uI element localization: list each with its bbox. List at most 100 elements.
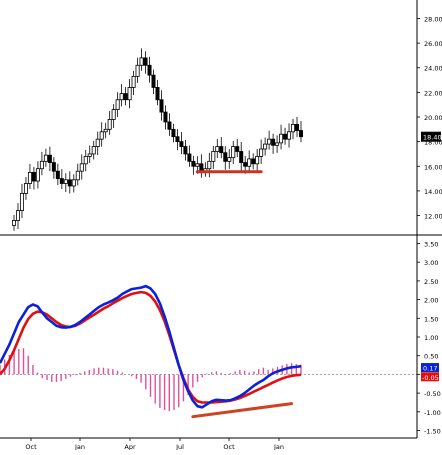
candle-body xyxy=(67,179,72,187)
price-tick-label: 22.00 xyxy=(424,89,442,97)
candle-body xyxy=(223,152,228,162)
candle-body xyxy=(83,156,88,165)
candle-body xyxy=(287,131,292,140)
candle-body xyxy=(151,74,156,88)
candle xyxy=(79,154,84,180)
candle xyxy=(15,203,20,229)
candle xyxy=(291,118,296,140)
macd-tick-label: 2.50 xyxy=(424,278,438,286)
candle xyxy=(259,139,264,164)
x-tick-label: Oct xyxy=(223,443,235,450)
x-tick-label: Apr xyxy=(124,443,136,450)
candle xyxy=(167,113,172,136)
price-tick-label: 28.00 xyxy=(424,15,442,23)
candle-body xyxy=(143,57,148,66)
candle-body xyxy=(155,87,160,101)
x-tick-label: Jan xyxy=(74,443,85,450)
candle-body xyxy=(231,146,236,159)
candle-body xyxy=(147,64,152,76)
candle-body xyxy=(79,163,84,172)
x-axis: Oct Jan Apr Jul Oct Jan xyxy=(25,438,284,451)
candle-body xyxy=(47,154,52,163)
candle xyxy=(155,79,160,106)
candle xyxy=(279,124,284,150)
price-tick-label: 16.00 xyxy=(424,163,442,171)
candle-body xyxy=(123,93,128,101)
candle-body xyxy=(263,143,268,150)
candle xyxy=(127,78,132,109)
candle xyxy=(63,173,68,193)
candle xyxy=(263,137,268,156)
candle-body xyxy=(267,138,272,145)
candle-body xyxy=(103,128,108,133)
candle xyxy=(11,214,16,231)
candle xyxy=(107,110,112,135)
candle-body xyxy=(283,133,288,140)
candle xyxy=(139,48,144,71)
candle-body xyxy=(175,136,180,143)
signal-value-badge-box xyxy=(421,372,439,382)
price-tick-label: 12.00 xyxy=(424,213,442,221)
chart-frame xyxy=(0,0,442,439)
candle xyxy=(51,157,56,179)
candle-body xyxy=(195,163,200,167)
candle-body xyxy=(71,179,76,187)
macd-value-badge-box xyxy=(421,363,439,373)
candle xyxy=(27,163,32,190)
candle-body xyxy=(135,64,140,77)
candle xyxy=(207,152,212,178)
candle-body xyxy=(11,220,16,226)
candle-body xyxy=(235,146,240,152)
candle xyxy=(203,162,208,177)
candle xyxy=(171,123,176,143)
candle xyxy=(115,92,120,118)
candle-body xyxy=(87,153,92,157)
candle-body xyxy=(35,168,40,182)
candle xyxy=(131,70,136,95)
candle-body xyxy=(19,192,24,212)
candle xyxy=(67,171,72,194)
candle xyxy=(295,116,300,138)
signal-value-label: -0.05 xyxy=(422,374,439,382)
candle xyxy=(275,135,280,153)
candle xyxy=(163,105,168,130)
candle-body xyxy=(163,111,168,123)
candle xyxy=(247,150,252,173)
candle xyxy=(111,104,116,128)
candle-body xyxy=(31,172,36,182)
candle xyxy=(199,154,204,178)
candle-body xyxy=(119,93,124,101)
candle-body xyxy=(199,163,204,172)
candle-body xyxy=(51,162,56,172)
x-tick-label: Jan xyxy=(273,443,284,450)
candle xyxy=(103,122,108,139)
macd-tick-label: 0.50 xyxy=(424,353,438,361)
candle xyxy=(99,122,104,147)
candle xyxy=(83,149,88,172)
candle xyxy=(271,133,276,154)
candle-body xyxy=(211,151,216,162)
candle xyxy=(211,145,216,169)
candle xyxy=(35,161,40,189)
candle-body xyxy=(91,146,96,155)
candle-body xyxy=(23,183,28,194)
candle-body xyxy=(107,119,112,130)
candle xyxy=(191,155,196,175)
candle xyxy=(95,131,100,156)
candle xyxy=(31,166,36,190)
macd-signal-line xyxy=(0,290,302,404)
candle xyxy=(123,87,128,106)
candle xyxy=(251,153,256,170)
price-y-axis: 12.00 14.00 16.00 18.00 20.00 22.00 24.00 26.00… xyxy=(417,15,442,221)
candle xyxy=(239,142,244,172)
candle xyxy=(23,176,28,200)
candle xyxy=(179,132,184,155)
candle-body xyxy=(167,121,172,130)
candle xyxy=(175,129,180,151)
price-tick-label: 24.00 xyxy=(424,65,442,73)
candle-body xyxy=(55,170,60,179)
candle xyxy=(59,169,64,190)
price-tick-label: 26.00 xyxy=(424,40,442,48)
candle-body xyxy=(215,146,220,152)
